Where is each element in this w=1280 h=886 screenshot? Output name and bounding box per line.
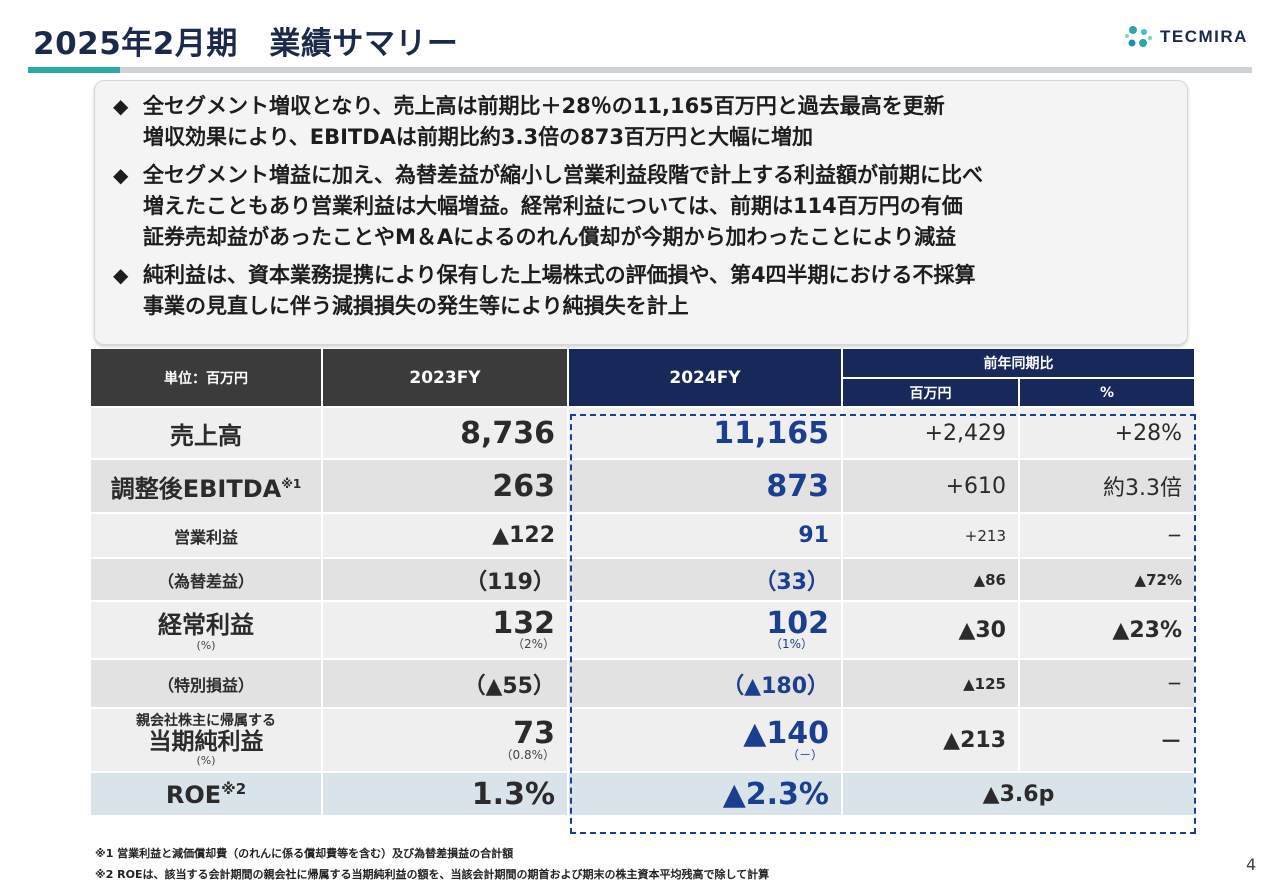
yoy-pct-header: % xyxy=(1020,379,1196,408)
molecule-logo-icon xyxy=(1125,26,1153,47)
row-label: ROE※2 xyxy=(91,773,323,817)
diamond-bullet-icon: ◆ xyxy=(113,163,129,187)
row-label: 親会社株主に帰属する 当期純利益 (%) xyxy=(91,709,323,773)
value-main: ▲140 xyxy=(743,716,829,751)
prev-value: 8,736 xyxy=(323,408,569,460)
cur-value: 102 （1%） xyxy=(569,602,843,660)
cur-value: （33） xyxy=(569,559,843,602)
footnote: ※2 ROEは、該当する会計期間の親会社に帰属する当期純利益の額を、当該会計期間… xyxy=(95,868,770,881)
value-main: 73 xyxy=(513,716,555,751)
prev-value: 73 （0.8%） xyxy=(323,709,569,773)
bullet-line: 全セグメント増益に加え、為替差益が縮小し営業利益段階で計上する利益額が前期に比べ xyxy=(143,163,983,187)
yoy-pct: ▲72% xyxy=(1020,559,1196,602)
table-row: （為替差益） （119） （33） ▲86 ▲72% xyxy=(91,559,1196,602)
prev-year-header: 2023FY xyxy=(323,349,569,408)
value-sub: （0.8%） xyxy=(500,748,556,762)
row-label-text: 調整後EBITDA xyxy=(110,474,282,503)
yoy-amount: ▲30 xyxy=(843,602,1020,660)
cur-value: 91 xyxy=(569,514,843,559)
footnote-ref: ※1 xyxy=(281,476,302,491)
prev-value: ▲122 xyxy=(323,514,569,559)
yoy-amount: +213 xyxy=(843,514,1020,559)
yoy-pct: － xyxy=(1020,709,1196,773)
yoy-amount: +610 xyxy=(843,460,1020,514)
summary-box: ◆ 全セグメント増収となり、売上高は前期比＋28％の11,165百万円と過去最高… xyxy=(94,80,1188,345)
bullet-line: 純利益は、資本業務提携により保有した上場株式の評価損や、第4四半期における不採算 xyxy=(143,263,976,287)
yoy-amount: ▲125 xyxy=(843,660,1020,709)
table-row: 調整後EBITDA※1 263 873 +610 約3.3倍 xyxy=(91,460,1196,514)
results-table: 単位：百万円 2023FY 2024FY 前年同期比 百万円 % 売上高 8,7… xyxy=(91,349,1196,817)
yoy-pct: +28% xyxy=(1020,408,1196,460)
page-title: 2025年2月期 業績サマリー xyxy=(33,26,459,62)
row-label: 経常利益 (%) xyxy=(91,602,323,660)
title-divider xyxy=(28,67,1252,73)
company-logo: TECMIRA xyxy=(1124,22,1248,52)
diamond-bullet-icon: ◆ xyxy=(113,263,129,287)
yoy-amount: ▲3.6p xyxy=(843,773,1196,817)
value-sub: （－） xyxy=(786,748,823,762)
value-main: 132 xyxy=(492,606,555,641)
row-label: 調整後EBITDA※1 xyxy=(91,460,323,514)
table-row: 親会社株主に帰属する 当期純利益 (%) 73 （0.8%） ▲140 （－） ▲213… xyxy=(91,709,1196,773)
yoy-pct: ▲23% xyxy=(1020,602,1196,660)
cur-value: ▲2.3% xyxy=(569,773,843,817)
table-row: 経常利益 (%) 132 （2%） 102 （1%） ▲30 ▲23% xyxy=(91,602,1196,660)
row-label-text: 当期純利益 xyxy=(148,728,264,755)
yoy-amount-header: 百万円 xyxy=(843,379,1020,408)
row-label-text: ROE xyxy=(165,780,222,809)
table-row: 売上高 8,736 11,165 +2,429 +28% xyxy=(91,408,1196,460)
table-row: ROE※2 1.3% ▲2.3% ▲3.6p xyxy=(91,773,1196,817)
row-label: （為替差益） xyxy=(91,559,323,602)
page-number: 4 xyxy=(1246,855,1257,874)
unit-header: 単位：百万円 xyxy=(91,349,323,408)
cur-value: 873 xyxy=(569,460,843,514)
summary-bullet: ◆ 純利益は、資本業務提携により保有した上場株式の評価損や、第4四半期における不… xyxy=(113,260,1169,322)
bullet-line: 事業の見直しに伴う減損損失の発生等により純損失を計上 xyxy=(143,294,689,318)
yoy-pct: － xyxy=(1020,514,1196,559)
yoy-pct: － xyxy=(1020,660,1196,709)
prev-value: （119） xyxy=(323,559,569,602)
row-label-top: 親会社株主に帰属する xyxy=(136,712,276,729)
summary-bullet: ◆ 全セグメント増収となり、売上高は前期比＋28％の11,165百万円と過去最高… xyxy=(113,91,1169,153)
table-row: （特別損益） （▲55） （▲180） ▲125 － xyxy=(91,660,1196,709)
cur-value: ▲140 （－） xyxy=(569,709,843,773)
summary-bullet: ◆ 全セグメント増益に加え、為替差益が縮小し営業利益段階で計上する利益額が前期に… xyxy=(113,160,1169,253)
logo-text: TECMIRA xyxy=(1160,27,1248,46)
value-sub: （1%） xyxy=(769,637,813,651)
row-label-text: 経常利益 xyxy=(158,611,254,639)
bullet-line: 増収効果により、EBITDAは前期比約3.3倍の873百万円と大幅に増加 xyxy=(143,125,813,149)
bullet-line: 増えたこともあり営業利益は大幅増益。経常利益については、前期は114百万円の有価 xyxy=(143,194,963,218)
yoy-header: 前年同期比 xyxy=(843,349,1196,379)
prev-value: 132 （2%） xyxy=(323,602,569,660)
diamond-bullet-icon: ◆ xyxy=(113,94,129,118)
yoy-amount: ▲86 xyxy=(843,559,1020,602)
yoy-pct: 約3.3倍 xyxy=(1020,460,1196,514)
value-main: 102 xyxy=(766,606,829,641)
row-label: （特別損益） xyxy=(91,660,323,709)
bullet-line: 全セグメント増収となり、売上高は前期比＋28％の11,165百万円と過去最高を更… xyxy=(143,94,945,118)
table-row: 営業利益 ▲122 91 +213 － xyxy=(91,514,1196,559)
row-label: 売上高 xyxy=(91,408,323,460)
yoy-amount: ▲213 xyxy=(843,709,1020,773)
value-sub: （2%） xyxy=(511,637,555,651)
row-label-sub: (%) xyxy=(196,753,216,767)
prev-value: （▲55） xyxy=(323,660,569,709)
bullet-line: 証券売却益があったことやM＆Aによるのれん償却が今期から加わったことにより減益 xyxy=(143,225,957,249)
row-label-sub: (%) xyxy=(196,639,216,652)
yoy-amount: +2,429 xyxy=(843,408,1020,460)
row-label: 営業利益 xyxy=(91,514,323,559)
footnote-ref: ※2 xyxy=(221,779,247,798)
prev-value: 1.3% xyxy=(323,773,569,817)
cur-year-header: 2024FY xyxy=(569,349,843,408)
cur-value: （▲180） xyxy=(569,660,843,709)
cur-value: 11,165 xyxy=(569,408,843,460)
prev-value: 263 xyxy=(323,460,569,514)
footnote: ※1 営業利益と減価償却費（のれんに係る償却費等を含む）及び為替差損益の合計額 xyxy=(95,847,514,860)
